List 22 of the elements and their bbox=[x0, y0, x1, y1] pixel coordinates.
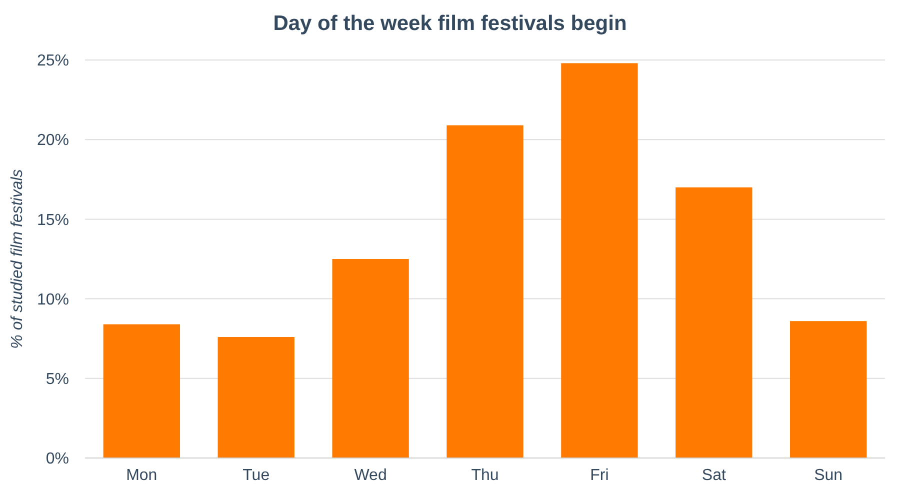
y-tick-label: 10% bbox=[36, 291, 69, 308]
y-tick-label: 20% bbox=[36, 132, 69, 150]
x-tick-label: Mon bbox=[126, 467, 158, 484]
chart-title: Day of the week film festivals begin bbox=[273, 12, 627, 35]
x-tick-label: Wed bbox=[354, 467, 387, 484]
x-tick-label: Sun bbox=[814, 467, 843, 484]
bar bbox=[561, 63, 638, 458]
y-tick-label: 25% bbox=[36, 52, 69, 70]
bar bbox=[446, 125, 524, 458]
bar bbox=[103, 324, 180, 458]
bar bbox=[790, 321, 867, 458]
bar bbox=[218, 337, 294, 458]
y-tick-label: 0% bbox=[46, 450, 69, 468]
bar bbox=[332, 259, 409, 458]
x-tick-label: Fri bbox=[590, 467, 609, 484]
x-tick-label: Sat bbox=[702, 467, 726, 484]
y-tick-label: 15% bbox=[36, 212, 69, 229]
x-tick-label: Thu bbox=[471, 467, 499, 484]
y-tick-label: 5% bbox=[46, 371, 69, 388]
bar bbox=[676, 187, 752, 458]
y-axis-title: % of studied film festivals bbox=[9, 169, 26, 349]
x-tick-label: Tue bbox=[242, 467, 270, 484]
